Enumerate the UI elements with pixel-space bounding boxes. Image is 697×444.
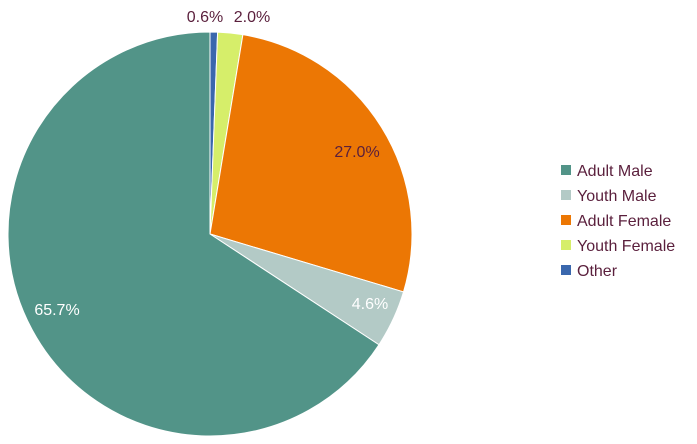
legend-swatch-adult-male (561, 165, 571, 175)
legend-swatch-youth-female (561, 240, 571, 250)
slice-label-youth-male: 4.6% (352, 296, 388, 313)
slice-adult-female (209, 34, 413, 293)
slice-label-adult-male: 65.7% (34, 302, 79, 319)
legend: Adult Male Youth Male Adult Female Youth Fe… (561, 163, 675, 280)
legend-label-adult-female: Adult Female (577, 213, 671, 230)
slice-label-adult-female: 27.0% (334, 144, 379, 161)
legend-label-adult-male: Adult Male (577, 163, 653, 180)
legend-label-other: Other (577, 263, 618, 280)
slice-label-youth-female: 2.0% (234, 9, 270, 26)
pie-labels: 0.6% 2.0% 27.0% 4.6% 65.7% (34, 9, 388, 319)
legend-label-youth-female: Youth Female (577, 238, 675, 255)
legend-label-youth-male: Youth Male (577, 188, 657, 205)
slice-adult-male (7, 31, 380, 437)
pie-slices (7, 31, 413, 437)
legend-swatch-adult-female (561, 215, 571, 225)
slice-label-other: 0.6% (187, 9, 223, 26)
legend-swatch-youth-male (561, 190, 571, 200)
legend-swatch-other (561, 265, 571, 275)
